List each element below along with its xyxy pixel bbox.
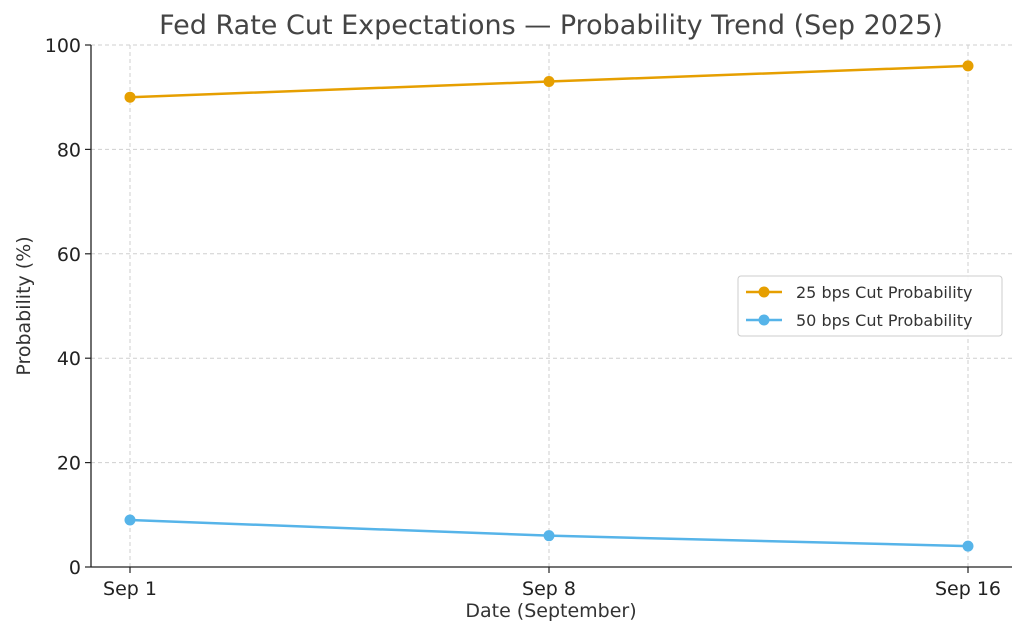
legend-marker xyxy=(758,286,770,298)
y-tick-label: 80 xyxy=(57,139,81,161)
data-point xyxy=(962,60,974,72)
legend-label: 50 bps Cut Probability xyxy=(796,311,972,330)
data-point xyxy=(962,540,974,552)
y-tick-label: 20 xyxy=(57,453,81,475)
data-point xyxy=(124,91,136,103)
y-tick-label: 0 xyxy=(69,557,81,579)
y-tick-label: 60 xyxy=(57,244,81,266)
data-point xyxy=(543,76,555,88)
data-point xyxy=(543,530,555,542)
data-point xyxy=(124,514,136,526)
y-tick-label: 100 xyxy=(45,35,81,57)
axis-ticks: 0 20 40 60 80 100 Sep 1 Sep 8 Sep 16 xyxy=(45,35,1001,600)
x-axis-label: Date (September) xyxy=(465,600,636,622)
x-tick-label: Sep 1 xyxy=(103,578,157,600)
chart-title: Fed Rate Cut Expectations — Probability … xyxy=(159,10,943,41)
axes xyxy=(90,45,1012,568)
x-tick-label: Sep 8 xyxy=(522,578,576,600)
legend-item: 50 bps Cut Probability xyxy=(746,311,972,330)
y-axis-label: Probability (%) xyxy=(13,236,35,375)
series-1 xyxy=(124,60,974,103)
legend-item: 25 bps Cut Probability xyxy=(746,283,972,302)
legend-marker xyxy=(758,314,770,326)
series-2 xyxy=(124,514,974,552)
legend-box xyxy=(737,275,1003,337)
legend-label: 25 bps Cut Probability xyxy=(796,283,972,302)
x-tick-label: Sep 16 xyxy=(935,578,1001,600)
legend: 25 bps Cut Probability 50 bps Cut Probabi… xyxy=(737,275,1003,337)
data-series xyxy=(124,60,974,552)
y-tick-label: 40 xyxy=(57,348,81,370)
